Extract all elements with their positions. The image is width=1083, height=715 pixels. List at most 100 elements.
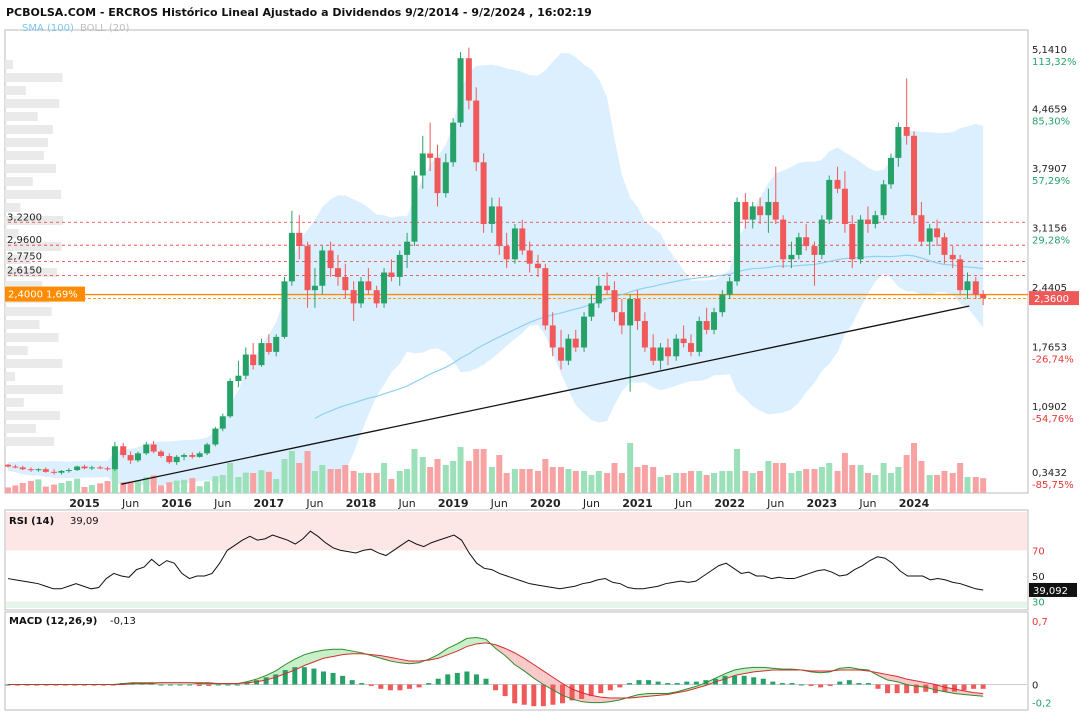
x-tick-label: 2023 <box>807 497 838 510</box>
candle-body <box>849 224 856 260</box>
volume-bar <box>480 449 487 493</box>
pct-tick: 85,30% <box>1032 116 1070 127</box>
volume-bar <box>150 475 157 493</box>
candle-body <box>35 469 42 471</box>
trendline[interactable] <box>121 305 970 485</box>
candle-body <box>296 232 303 247</box>
volume-bar <box>457 447 464 493</box>
volume-bar <box>526 469 533 493</box>
volume-bar <box>127 481 134 493</box>
volume-bar <box>818 467 825 493</box>
volume-profile-bar <box>5 320 40 329</box>
macd-histogram-bar <box>875 684 881 689</box>
candle-body <box>281 281 288 337</box>
volume-profile-bar <box>5 242 62 251</box>
volume-bar <box>120 482 127 493</box>
volume-bar <box>957 463 964 493</box>
volume-bar <box>934 475 941 493</box>
candle-body <box>166 455 173 463</box>
macd-histogram-bar <box>502 684 508 697</box>
orange-level-box <box>5 286 85 302</box>
candle-body <box>373 290 380 304</box>
macd-signal-line <box>8 642 984 699</box>
volume-bars <box>5 443 987 493</box>
volume-profile-bar <box>5 216 63 225</box>
pct-tick: 57,29% <box>1032 176 1070 187</box>
volume-bar <box>803 469 810 493</box>
volume-bar <box>581 471 588 493</box>
x-tick-label: 2019 <box>438 497 469 510</box>
level-label: 2,9600 <box>7 235 42 246</box>
macd-histogram-bar <box>215 684 221 686</box>
candle-body <box>826 179 833 220</box>
volume-bar <box>772 463 779 493</box>
x-tick-label: Jun <box>766 497 784 510</box>
price-tick: 0,3432 <box>1032 468 1067 479</box>
candle-body <box>258 343 265 366</box>
rsi-last-value: 39,09 <box>70 516 99 527</box>
volume-bar <box>373 473 380 493</box>
volume-bar <box>51 484 58 493</box>
macd-tick-label: 0,7 <box>1032 617 1048 628</box>
volume-bar <box>857 465 864 493</box>
macd-histogram-bar <box>588 684 594 697</box>
volume-profile-bar <box>5 73 63 82</box>
volume-bar <box>342 465 349 493</box>
volume-bar <box>687 471 694 493</box>
candle-body <box>381 272 388 304</box>
macd-histogram-bar <box>168 684 174 686</box>
volume-bar <box>880 463 887 493</box>
macd-histogram-bar <box>234 684 240 686</box>
macd-histogram-bar <box>808 684 814 686</box>
candle-body <box>949 254 956 260</box>
macd-histogram-bar <box>512 684 518 704</box>
rsi-overbought-zone <box>6 512 1027 551</box>
volume-bar <box>358 473 365 493</box>
macd-histogram-bar <box>770 681 776 685</box>
candle-body <box>81 466 88 469</box>
volume-bar <box>434 459 441 493</box>
volume-bar <box>173 480 180 493</box>
last-price-box <box>1029 291 1079 306</box>
candle-body <box>143 444 150 454</box>
macd-histogram-bar <box>827 684 833 686</box>
volume-bar <box>849 465 856 493</box>
volume-bar <box>826 463 833 493</box>
candle-body <box>65 470 72 472</box>
volume-bar <box>549 467 556 493</box>
candle-body <box>687 343 694 352</box>
volume-bar <box>788 473 795 493</box>
macd-histogram-bar <box>359 683 365 685</box>
support-trendline[interactable] <box>121 305 970 485</box>
candle-body <box>696 321 703 352</box>
macd-histogram-bar <box>263 677 269 685</box>
x-tick-label: Jun <box>398 497 416 510</box>
x-tick-label: Jun <box>305 497 323 510</box>
macd-panel[interactable]: 0,7 0 -0,2 MACD (12,26,9) -0,13 <box>4 611 1052 711</box>
volume-bar <box>558 467 565 493</box>
volume-bar <box>189 478 196 493</box>
volume-bar <box>765 461 772 493</box>
candle-body <box>803 237 810 247</box>
volume-bar <box>35 479 42 493</box>
macd-histogram-bar <box>971 684 977 689</box>
candle-body <box>97 467 104 469</box>
volume-bar <box>511 469 518 493</box>
macd-histogram-bar <box>598 684 604 694</box>
rsi-band-label: 50 <box>1032 572 1045 583</box>
volume-bar <box>28 481 35 493</box>
macd-histogram-bar <box>521 684 527 705</box>
volume-bar <box>350 471 357 493</box>
pct-tick: -54,76% <box>1032 414 1074 425</box>
macd-last-value: -0,13 <box>110 616 136 627</box>
x-tick-label: 2018 <box>346 497 377 510</box>
price-tick: 3,7907 <box>1032 164 1067 175</box>
macd-histogram-bar <box>722 675 728 685</box>
volume-bar <box>964 477 971 493</box>
candle-body <box>604 285 611 291</box>
candle-body <box>772 201 779 220</box>
candle-body <box>634 298 641 322</box>
volume-bar <box>841 453 848 493</box>
